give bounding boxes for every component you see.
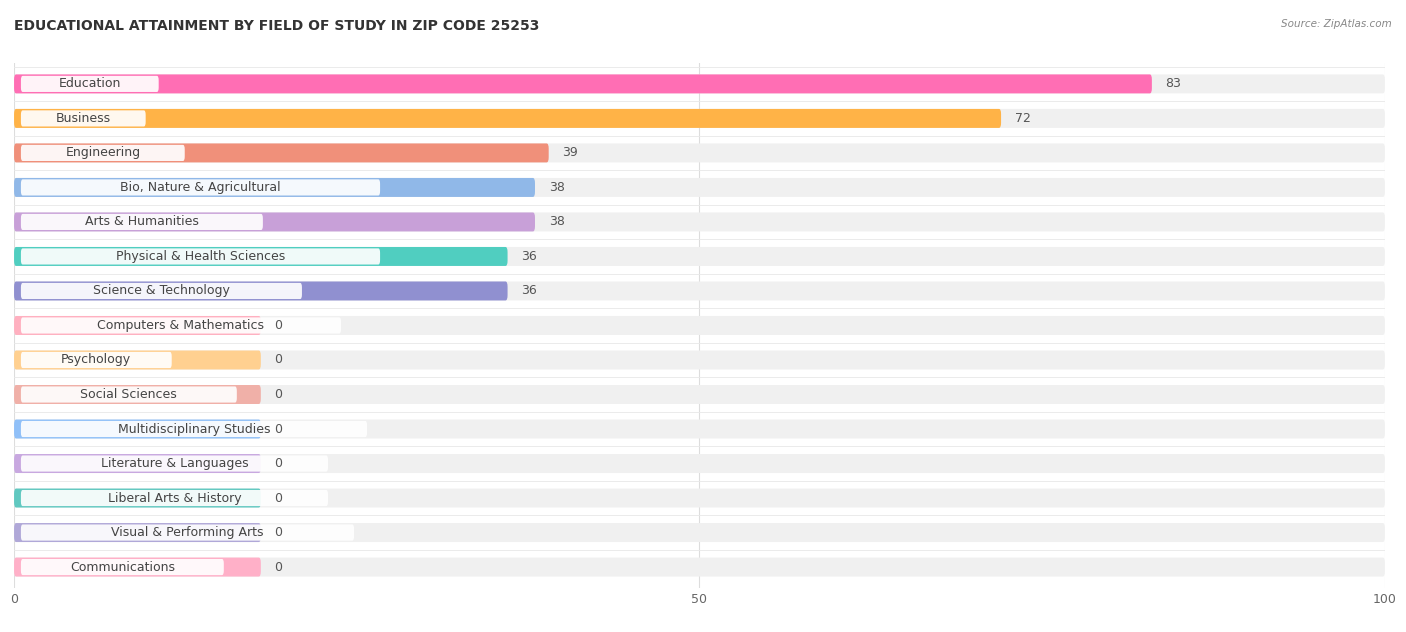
Text: Physical & Health Sciences: Physical & Health Sciences <box>115 250 285 263</box>
FancyBboxPatch shape <box>21 248 380 265</box>
Text: 0: 0 <box>274 526 283 539</box>
Text: 38: 38 <box>548 216 565 228</box>
FancyBboxPatch shape <box>21 317 342 334</box>
FancyBboxPatch shape <box>14 75 1385 94</box>
Text: Psychology: Psychology <box>62 353 131 367</box>
FancyBboxPatch shape <box>14 75 1152 94</box>
FancyBboxPatch shape <box>21 421 367 437</box>
FancyBboxPatch shape <box>14 420 262 439</box>
Text: 0: 0 <box>274 457 283 470</box>
FancyBboxPatch shape <box>21 352 172 368</box>
Text: 0: 0 <box>274 423 283 435</box>
FancyBboxPatch shape <box>14 557 262 576</box>
FancyBboxPatch shape <box>14 143 1385 162</box>
FancyBboxPatch shape <box>14 212 1385 231</box>
FancyBboxPatch shape <box>14 281 1385 300</box>
FancyBboxPatch shape <box>21 559 224 575</box>
FancyBboxPatch shape <box>14 420 1385 439</box>
FancyBboxPatch shape <box>14 109 1001 128</box>
Text: 0: 0 <box>274 561 283 574</box>
Text: 38: 38 <box>548 181 565 194</box>
Text: 72: 72 <box>1015 112 1031 125</box>
FancyBboxPatch shape <box>14 143 548 162</box>
Text: Computers & Mathematics: Computers & Mathematics <box>97 319 264 332</box>
FancyBboxPatch shape <box>14 454 1385 473</box>
Text: 0: 0 <box>274 492 283 504</box>
Text: Bio, Nature & Agricultural: Bio, Nature & Agricultural <box>120 181 281 194</box>
FancyBboxPatch shape <box>21 283 302 299</box>
FancyBboxPatch shape <box>14 385 262 404</box>
Text: 36: 36 <box>522 250 537 263</box>
FancyBboxPatch shape <box>14 351 262 370</box>
FancyBboxPatch shape <box>14 178 1385 197</box>
Text: Social Sciences: Social Sciences <box>80 388 177 401</box>
Text: 0: 0 <box>274 353 283 367</box>
FancyBboxPatch shape <box>14 523 1385 542</box>
FancyBboxPatch shape <box>21 525 354 540</box>
Text: 0: 0 <box>274 319 283 332</box>
Text: 0: 0 <box>274 388 283 401</box>
Text: EDUCATIONAL ATTAINMENT BY FIELD OF STUDY IN ZIP CODE 25253: EDUCATIONAL ATTAINMENT BY FIELD OF STUDY… <box>14 19 540 33</box>
Text: 83: 83 <box>1166 77 1181 90</box>
FancyBboxPatch shape <box>21 179 380 195</box>
FancyBboxPatch shape <box>14 557 1385 576</box>
FancyBboxPatch shape <box>14 385 1385 404</box>
FancyBboxPatch shape <box>14 489 262 507</box>
Text: Science & Technology: Science & Technology <box>93 284 229 298</box>
Text: Engineering: Engineering <box>65 147 141 159</box>
Text: Education: Education <box>59 77 121 90</box>
FancyBboxPatch shape <box>21 490 328 506</box>
FancyBboxPatch shape <box>14 316 262 335</box>
Text: 36: 36 <box>522 284 537 298</box>
FancyBboxPatch shape <box>14 212 534 231</box>
FancyBboxPatch shape <box>14 523 262 542</box>
Text: Communications: Communications <box>70 561 174 574</box>
Text: Visual & Performing Arts: Visual & Performing Arts <box>111 526 264 539</box>
FancyBboxPatch shape <box>14 489 1385 507</box>
FancyBboxPatch shape <box>21 76 159 92</box>
FancyBboxPatch shape <box>21 145 184 161</box>
Text: 39: 39 <box>562 147 578 159</box>
FancyBboxPatch shape <box>21 386 236 403</box>
FancyBboxPatch shape <box>21 214 263 230</box>
FancyBboxPatch shape <box>14 247 1385 266</box>
Text: Multidisciplinary Studies: Multidisciplinary Studies <box>118 423 270 435</box>
Text: Business: Business <box>56 112 111 125</box>
FancyBboxPatch shape <box>14 178 534 197</box>
Text: Source: ZipAtlas.com: Source: ZipAtlas.com <box>1281 19 1392 29</box>
FancyBboxPatch shape <box>14 316 1385 335</box>
FancyBboxPatch shape <box>14 454 262 473</box>
FancyBboxPatch shape <box>21 456 328 471</box>
FancyBboxPatch shape <box>14 247 508 266</box>
Text: Literature & Languages: Literature & Languages <box>101 457 249 470</box>
Text: Liberal Arts & History: Liberal Arts & History <box>108 492 242 504</box>
FancyBboxPatch shape <box>21 111 146 126</box>
Text: Arts & Humanities: Arts & Humanities <box>84 216 198 228</box>
FancyBboxPatch shape <box>14 109 1385 128</box>
FancyBboxPatch shape <box>14 281 508 300</box>
FancyBboxPatch shape <box>14 351 1385 370</box>
